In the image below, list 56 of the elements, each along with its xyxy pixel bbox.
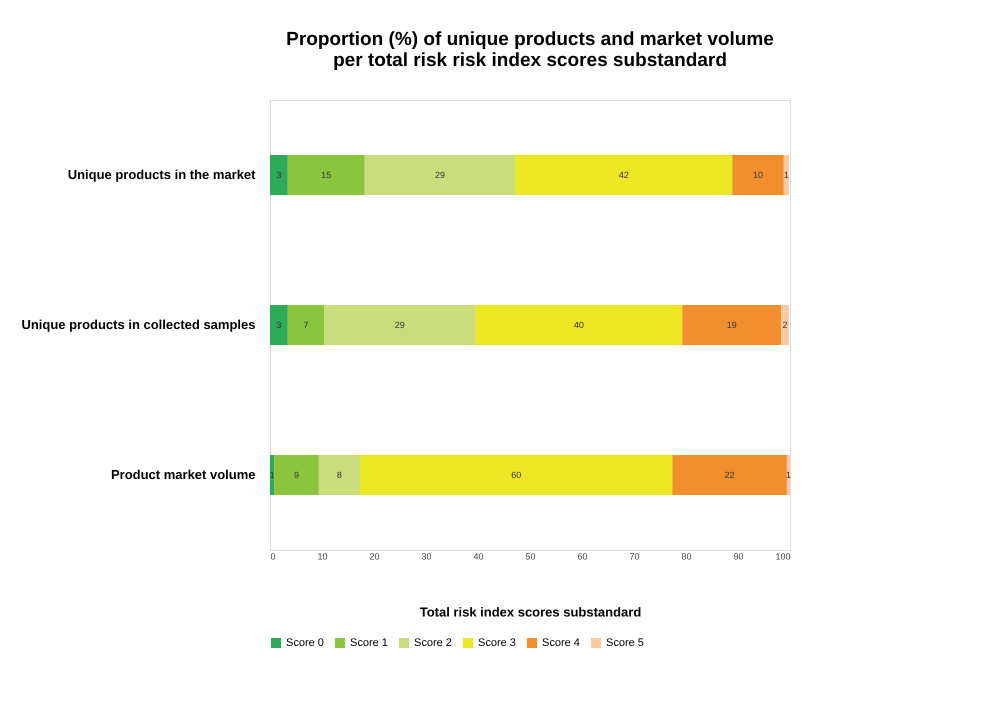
x-tick-label: 10 [317,552,328,562]
x-tick-label: 20 [369,552,380,562]
bar [288,155,365,195]
data-label: 1 [784,170,789,180]
bar [784,155,789,195]
bar [515,155,732,195]
bar [475,305,682,345]
data-label: 42 [618,170,629,180]
data-label: 29 [435,170,446,180]
bar [270,305,288,345]
data-label: 15 [321,170,332,180]
bar [732,155,784,195]
legend-label: Score 4 [542,637,580,649]
x-tick-label: 70 [629,552,640,562]
bar [274,455,319,495]
x-tick-label: 90 [733,552,744,562]
data-label: 8 [336,470,342,480]
x-tick-label: 30 [421,552,432,562]
bar [324,305,476,345]
text: per total risk risk index scores substandard [333,50,727,71]
x-tick-label: 50 [525,552,536,562]
x-tick-label: 0 [270,552,276,562]
data-label: 3 [276,320,282,330]
x-tick-label: 80 [681,552,692,562]
bar [288,305,324,345]
x-tick-label: 100 [775,552,790,562]
data-label: 9 [294,470,300,480]
y-tick-label: Unique products in the market [68,167,256,182]
y-tick-label: Product market volume [111,467,256,482]
x-tick-label: 40 [473,552,484,562]
text: Proportion (%) of unique products and market volume [286,29,774,50]
x-tick-label: 60 [577,552,588,562]
y-tick-label: Unique products in collected samples [21,317,256,332]
bar [318,455,360,495]
bar [682,305,782,345]
legend-label: Score 3 [478,637,516,649]
data-label: 3 [276,170,282,180]
data-label: 1 [786,470,791,480]
data-label: 2 [782,320,788,330]
legend-label: Score 5 [606,637,644,649]
data-label: 10 [753,170,764,180]
data-label: 60 [511,470,522,480]
data-label: 40 [574,320,584,330]
legend-label: Score 1 [350,637,388,649]
legend-label: Score 0 [286,637,324,649]
x-axis-title: Total risk index scores substandard [420,604,642,620]
data-label: 19 [726,320,737,330]
bar [270,155,288,195]
bar [364,155,516,195]
bar [672,455,787,495]
data-label: 7 [303,320,308,330]
legend-label: Score 2 [414,637,452,649]
data-label: 29 [394,320,405,330]
data-label: 22 [724,470,735,480]
bar [781,305,789,345]
bar [360,455,672,495]
